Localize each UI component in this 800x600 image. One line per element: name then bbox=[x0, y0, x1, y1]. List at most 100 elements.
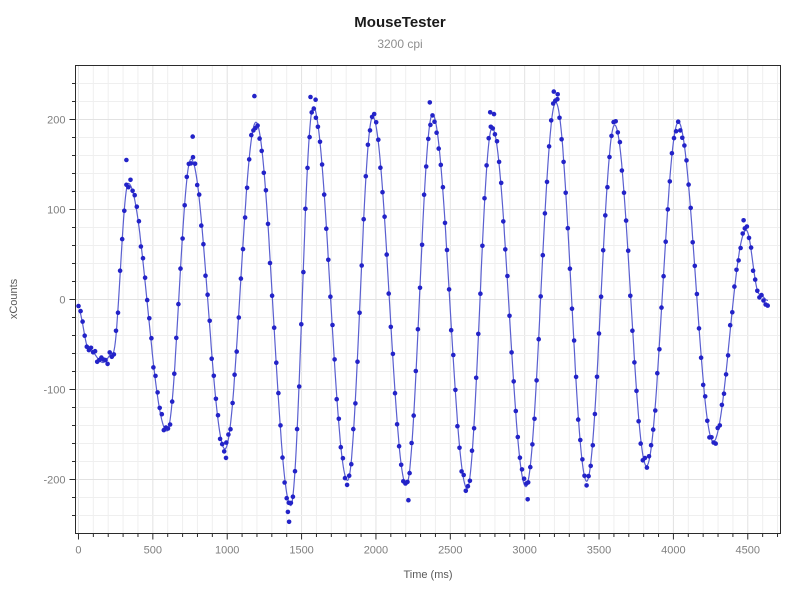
scatter-dot-outlier bbox=[308, 94, 313, 100]
scatter-dot bbox=[265, 221, 271, 227]
scatter-dot bbox=[271, 325, 277, 331]
scatter-dot bbox=[432, 119, 437, 124]
scatter-dot bbox=[276, 390, 281, 396]
scatter-dot bbox=[671, 135, 677, 141]
scatter-dot-outlier bbox=[406, 497, 411, 503]
scatter-dot bbox=[328, 294, 333, 300]
scatter-dot bbox=[246, 157, 252, 162]
scatter-dot bbox=[359, 263, 365, 268]
scatter-dot-outlier bbox=[285, 509, 291, 515]
scatter-dot bbox=[344, 482, 350, 488]
scatter-dot bbox=[538, 294, 543, 299]
scatter-dot bbox=[215, 413, 221, 418]
scatter-dot bbox=[636, 419, 641, 424]
scatter-dot-outlier bbox=[525, 497, 530, 502]
scatter-dot bbox=[357, 310, 362, 316]
scatter-dot bbox=[332, 357, 337, 362]
scatter-dot bbox=[257, 136, 262, 141]
scatter-dot bbox=[128, 177, 133, 183]
scatter-dot bbox=[655, 370, 660, 376]
scatter-dot bbox=[228, 426, 233, 432]
x-tick-label: 500 bbox=[144, 545, 162, 557]
scatter-dot bbox=[588, 463, 593, 469]
scatter-dot bbox=[351, 426, 356, 432]
scatter-dot bbox=[730, 310, 735, 315]
scatter-dot bbox=[213, 396, 219, 402]
scatter-dot bbox=[196, 192, 202, 197]
scatter-dot bbox=[172, 371, 177, 377]
scatter-dot bbox=[232, 372, 237, 378]
scatter-dot-outlier bbox=[487, 110, 493, 115]
scatter-dot bbox=[157, 405, 162, 411]
scatter-dot bbox=[630, 328, 635, 334]
scatter-dot bbox=[498, 180, 504, 186]
scatter-dot bbox=[465, 483, 471, 489]
scatter-dot bbox=[486, 135, 492, 141]
scatter-dot bbox=[759, 292, 764, 298]
scatter-dot bbox=[482, 196, 487, 201]
scatter-dot bbox=[515, 434, 521, 440]
scatter-dot bbox=[126, 184, 131, 190]
scatter-dot-outlier bbox=[286, 519, 292, 525]
scatter-dot bbox=[442, 220, 448, 226]
scatter-dot bbox=[234, 349, 239, 354]
scatter-dot bbox=[471, 426, 477, 431]
scatter-dot bbox=[278, 423, 283, 428]
scatter-dot bbox=[702, 394, 708, 399]
scatter-dot bbox=[378, 165, 383, 170]
scatter-dot bbox=[103, 357, 108, 363]
scatter-dot bbox=[559, 137, 564, 142]
scatter-dot bbox=[719, 402, 725, 408]
scatter-dot bbox=[436, 146, 442, 151]
scatter-dot bbox=[507, 313, 512, 319]
scatter-dot bbox=[634, 388, 639, 394]
scatter-dot bbox=[203, 273, 208, 279]
scatter-dot bbox=[78, 308, 83, 314]
scatter-dot bbox=[513, 408, 519, 414]
scatter-dot bbox=[621, 190, 627, 195]
scatter-dot bbox=[88, 345, 94, 351]
scatter-dot bbox=[650, 427, 656, 432]
scatter-dot bbox=[426, 136, 431, 142]
scatter-dot bbox=[184, 174, 190, 180]
scatter-dot bbox=[142, 275, 148, 281]
scatter-dot bbox=[678, 128, 683, 133]
scatter-dot bbox=[107, 350, 112, 355]
scatter-dot bbox=[178, 266, 183, 271]
scatter-dot bbox=[138, 244, 144, 249]
scatter-dot bbox=[696, 326, 702, 331]
scatter-dot bbox=[307, 134, 312, 140]
scatter-dot bbox=[373, 120, 379, 125]
scatter-dot bbox=[609, 133, 614, 139]
scatter-dot bbox=[451, 352, 456, 358]
scatter-dot bbox=[700, 382, 706, 388]
scatter-dot bbox=[419, 242, 425, 248]
scatter-dot bbox=[455, 423, 460, 429]
scatter-dot bbox=[496, 159, 502, 165]
scatter-dot bbox=[153, 373, 158, 379]
scatter-dot bbox=[311, 106, 317, 111]
scatter-dot bbox=[615, 130, 621, 135]
scatter-dot bbox=[428, 122, 433, 128]
scatter-dot bbox=[565, 225, 571, 231]
scatter-dot bbox=[690, 240, 695, 245]
scatter-dot bbox=[330, 322, 335, 328]
scatter-dot bbox=[386, 291, 392, 296]
scatter-dot bbox=[709, 435, 714, 440]
scatter-dot bbox=[242, 215, 248, 220]
axis-tick-labels: 0 500 1000 1500 2000 2500 3000 3500 4000 4500-200… bbox=[43, 115, 760, 557]
scatter-dot-outlier bbox=[190, 134, 195, 139]
scatter-dot bbox=[530, 442, 535, 447]
scatter-dot bbox=[355, 359, 360, 365]
scatter-dot bbox=[430, 113, 435, 118]
scatter-dot bbox=[642, 455, 648, 461]
scatter-dot bbox=[413, 368, 419, 374]
scatter-dot bbox=[623, 218, 629, 223]
scatter-dot bbox=[509, 350, 514, 355]
scatter-dot bbox=[240, 246, 246, 252]
scatter-dot bbox=[296, 384, 302, 389]
scatter-dot bbox=[174, 335, 179, 341]
scatter-dot bbox=[394, 422, 400, 427]
scatter-dot bbox=[525, 480, 531, 485]
scatter-dot bbox=[519, 467, 525, 472]
